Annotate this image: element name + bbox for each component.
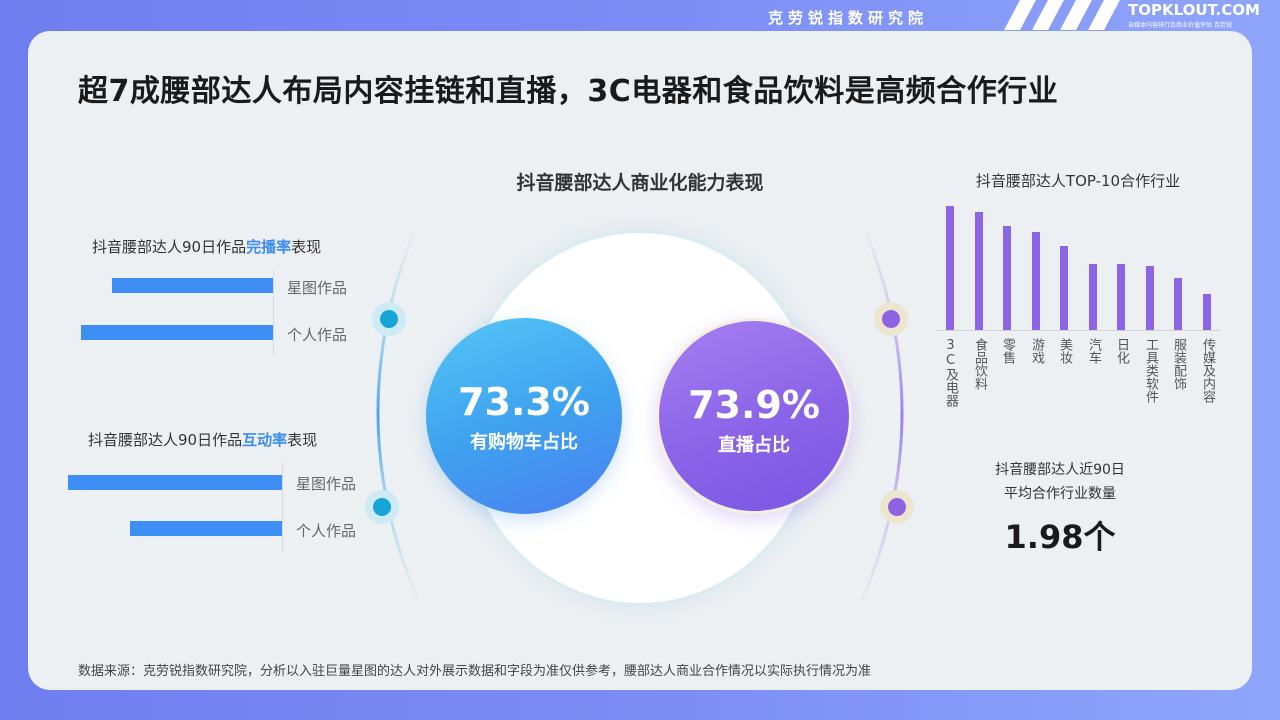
org-name: 克劳锐指数研究院 [768,9,929,27]
left-arc [376,231,420,601]
industry-label: 服装配饰 [1171,338,1186,390]
cart-ratio-value: 73.3% [458,380,590,424]
industry-label: 工具类软件 [1143,338,1158,403]
completion-title-highlight: 完播率 [246,238,292,256]
industry-label: 食品饮料 [972,338,987,390]
completion-axis [273,270,274,355]
top-bar: 克劳锐指数研究院 TOPKLOUT.COM 自媒体内容排行及商业价值评估 克劳锐 [0,0,1280,30]
chart-title: 抖音腰部达人TOP-10合作行业 [975,172,1181,190]
node-dot [380,310,398,328]
completion-bar-xingtu [112,278,273,293]
industry-bar [1003,226,1011,330]
industry-label: 日化 [1114,338,1129,364]
industry-label: 汽车 [1086,338,1101,364]
average-value: 1.98个 [1004,518,1116,556]
cart-ratio-circle: 73.3% 有购物车占比 [426,318,622,514]
interaction-bar-xingtu [68,475,282,490]
industry-label: 游戏 [1029,338,1044,364]
live-ratio-circle: 73.9% 直播占比 [656,318,852,514]
industry-label: 零售 [1000,338,1015,364]
industry-bar [975,212,983,330]
industry-bar [1089,264,1097,330]
industry-bar [1032,232,1040,330]
node-dot [888,498,906,516]
completion-title-pre: 抖音腰部达人90日作品 [92,238,247,256]
industry-bar [1146,266,1154,330]
interaction-title-pre: 抖音腰部达人90日作品 [88,431,243,449]
industry-bar [1174,278,1182,330]
average-title: 抖音腰部达人近90日 平均合作行业数量 [960,458,1160,506]
average-title-line1: 抖音腰部达人近90日 [995,462,1125,478]
interaction-title: 抖音腰部达人90日作品互动率表现 [88,429,317,450]
industry-label: 3C及电器 [943,338,958,407]
average-title-line2: 平均合作行业数量 [1004,486,1116,502]
live-ratio-label: 直播占比 [718,435,790,456]
industry-bar [1203,294,1211,330]
interaction-title-highlight: 互动率 [242,431,288,449]
interaction-title-post: 表现 [287,431,318,449]
industry-bar [1117,264,1125,330]
brand-logo: TOPKLOUT.COM 自媒体内容排行及商业价值评估 克劳锐 [1128,1,1260,29]
interaction-label-personal: 个人作品 [296,522,357,540]
logo-subtext: 自媒体内容排行及商业价值评估 克劳锐 [1128,22,1232,29]
completion-label-xingtu: 星图作品 [287,279,348,297]
industry-bar [1060,246,1068,330]
logo-text: TOPKLOUT.COM [1128,1,1260,19]
industry-label: 传媒及内容 [1200,338,1215,403]
footer-source: 数据来源：克劳锐指数研究院，分析以入驻巨量星图的达人对外展示数据和字段为准仅供参… [78,664,872,679]
chart-baseline [936,330,1220,331]
completion-label-personal: 个人作品 [287,326,348,344]
interaction-bar-personal [130,521,282,536]
industry-label: 美妆 [1057,338,1072,364]
node-dot [373,498,391,516]
cart-ratio-label: 有购物车占比 [470,432,578,453]
node-dot [882,310,900,328]
page-title: 超7成腰部达人布局内容挂链和直播，3C电器和食品饮料是高频合作行业 [78,74,1059,109]
industry-bar [946,206,954,330]
interaction-label-xingtu: 星图作品 [296,475,357,493]
completion-bar-personal [81,325,273,340]
completion-title-post: 表现 [291,238,322,256]
right-arc [860,231,904,601]
commercial-title: 抖音腰部达人商业化能力表现 [516,172,764,194]
live-ratio-value: 73.9% [688,383,820,427]
interaction-axis [282,462,283,552]
completion-title: 抖音腰部达人90日作品完播率表现 [92,236,321,257]
